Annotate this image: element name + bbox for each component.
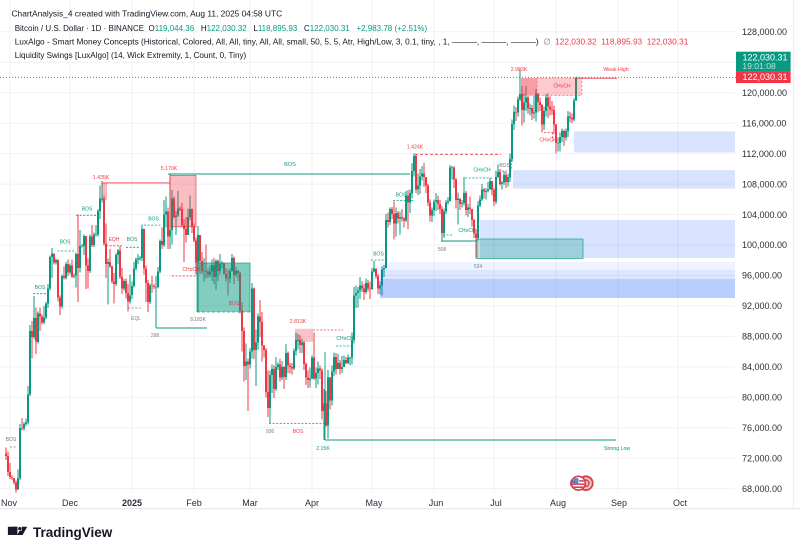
svg-text:BOS: BOS [60, 240, 71, 246]
svg-text:298: 298 [151, 333, 160, 339]
svg-text:Mar: Mar [242, 498, 258, 508]
svg-text:LuxAlgo - Smart Money Concepts: LuxAlgo - Smart Money Concepts (Historic… [15, 37, 689, 47]
svg-text:BOS: BOS [35, 285, 46, 291]
svg-text:Oct: Oct [673, 498, 688, 508]
svg-text:96,000.00: 96,000.00 [742, 271, 782, 281]
svg-text:Nov: Nov [1, 498, 18, 508]
svg-text:Aug: Aug [550, 498, 566, 508]
svg-text:936: 936 [266, 429, 275, 435]
svg-text:Weak High: Weak High [603, 67, 628, 73]
svg-text:508: 508 [438, 247, 447, 253]
svg-text:CHoCH: CHoCH [336, 336, 354, 342]
svg-text:CHoCH: CHoCH [473, 168, 491, 174]
svg-text:108,000.00: 108,000.00 [742, 179, 787, 189]
svg-text:Sep: Sep [611, 498, 627, 508]
svg-text:BOS: BOS [373, 252, 384, 258]
svg-text:1.435K: 1.435K [93, 175, 110, 181]
svg-text:524: 524 [474, 264, 483, 270]
svg-text:116,000.00: 116,000.00 [742, 118, 786, 128]
svg-text:BOS: BOS [284, 162, 296, 168]
svg-text:76,000.00: 76,000.00 [742, 423, 782, 433]
svg-text:BOS: BOS [82, 207, 93, 213]
svg-text:CHoCH: CHoCH [553, 84, 571, 90]
svg-text:BOS: BOS [499, 163, 510, 169]
svg-text:112,000.00: 112,000.00 [742, 149, 786, 159]
svg-text:1.424K: 1.424K [407, 145, 424, 151]
svg-text:2.813K: 2.813K [290, 319, 307, 325]
svg-text:Jul: Jul [490, 498, 502, 508]
svg-text:TradingView: TradingView [33, 525, 113, 540]
svg-text:104,000.00: 104,000.00 [742, 210, 787, 220]
svg-text:72,000.00: 72,000.00 [742, 453, 782, 463]
svg-text:BOS: BOS [6, 437, 17, 443]
svg-text:88,000.00: 88,000.00 [742, 332, 782, 342]
svg-text:8.183K: 8.183K [190, 317, 207, 323]
svg-text:BOS: BOS [396, 193, 407, 199]
svg-text:128,000.00: 128,000.00 [742, 27, 787, 37]
svg-text:100,000.00: 100,000.00 [742, 240, 787, 250]
svg-text:2.993K: 2.993K [511, 67, 528, 73]
svg-text:19:01:08: 19:01:08 [742, 61, 776, 71]
svg-text:84,000.00: 84,000.00 [742, 362, 782, 372]
svg-text:80,000.00: 80,000.00 [742, 393, 782, 403]
svg-text:BOS: BOS [148, 217, 159, 223]
svg-text:Jun: Jun [429, 498, 444, 508]
svg-text:EQH: EQH [109, 237, 120, 243]
svg-text:CHoCH: CHoCH [182, 267, 200, 273]
svg-text:Apr: Apr [305, 498, 319, 508]
svg-text:2025: 2025 [122, 498, 142, 508]
svg-text:122,030.31: 122,030.31 [743, 72, 788, 82]
svg-text:ChartAnalysis_4 created with T: ChartAnalysis_4 created with TradingView… [12, 9, 283, 19]
svg-text:BOS: BOS [229, 301, 240, 307]
svg-text:May: May [365, 498, 383, 508]
svg-text:Dec: Dec [62, 498, 79, 508]
svg-text:Bitcoin / U.S. Dollar · 1D · B: Bitcoin / U.S. Dollar · 1D · BINANCE O11… [15, 24, 428, 33]
svg-text:EQL: EQL [131, 316, 141, 322]
svg-text:5.170K: 5.170K [161, 166, 178, 172]
svg-text:CHoCH: CHoCH [539, 138, 557, 144]
svg-text:2.15K: 2.15K [316, 446, 330, 452]
svg-text:Feb: Feb [186, 498, 202, 508]
svg-text:68,000.00: 68,000.00 [742, 484, 782, 494]
svg-text:CHoCH: CHoCH [458, 228, 476, 234]
svg-text:Strong Low: Strong Low [604, 446, 630, 452]
svg-text:122,030.31: 122,030.31 [743, 52, 788, 62]
svg-text:BOS: BOS [127, 237, 138, 243]
svg-text:120,000.00: 120,000.00 [742, 88, 787, 98]
svg-text:Liquidity Swings [LuxAlgo] (14: Liquidity Swings [LuxAlgo] (14, Wick Ext… [15, 51, 247, 60]
svg-text:92,000.00: 92,000.00 [742, 301, 782, 311]
svg-text:BOS: BOS [293, 429, 304, 435]
